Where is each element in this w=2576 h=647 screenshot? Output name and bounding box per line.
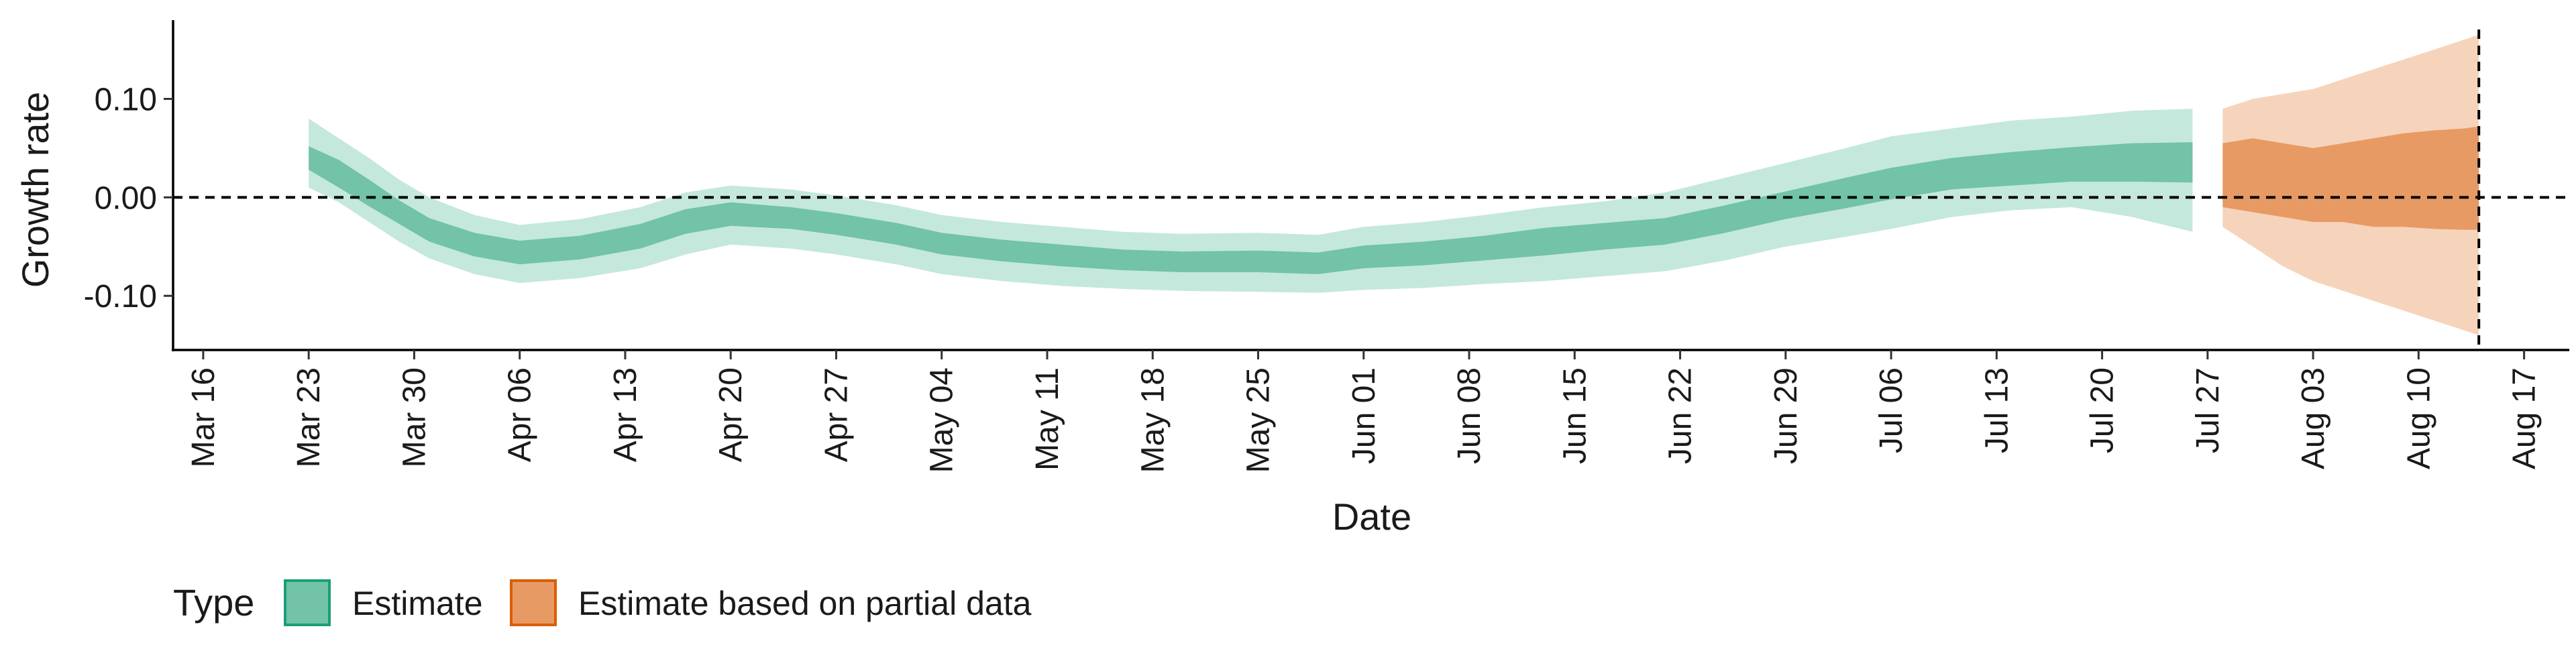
legend: Type Estimate Estimate based on partial d… xyxy=(173,579,1032,626)
y-tick-label: -0.10 xyxy=(84,279,157,314)
y-tick-label: 0.10 xyxy=(95,82,157,117)
x-tick-label: Jun 01 xyxy=(1346,367,1382,464)
series-0-band-90 xyxy=(309,109,2193,293)
series-1-band-50 xyxy=(2222,126,2479,230)
legend-swatch-1 xyxy=(510,579,557,626)
x-tick-label: Aug 03 xyxy=(2296,367,2331,469)
series-0-band-50 xyxy=(309,142,2193,274)
x-tick-label: Aug 17 xyxy=(2507,367,2542,469)
x-tick-label: Jul 27 xyxy=(2190,367,2226,453)
axes xyxy=(172,20,2569,351)
x-tick-label: Apr 13 xyxy=(608,367,643,462)
x-axis-ticks: Mar 16 Mar 23 Mar 30 Apr 06 Apr 13 Apr 20 Apr … xyxy=(186,350,2542,473)
x-tick-label: Jun 29 xyxy=(1768,367,1804,464)
x-tick-label: Apr 20 xyxy=(713,367,749,462)
x-tick-label: Jun 22 xyxy=(1663,367,1699,464)
y-tick-label: 0.00 xyxy=(95,180,157,216)
x-tick-label: Jun 08 xyxy=(1452,367,1487,464)
x-tick-label: Mar 30 xyxy=(396,367,432,467)
y-axis-ticks: -0.10 0.00 0.10 xyxy=(84,82,173,314)
x-tick-label: Jul 20 xyxy=(2085,367,2121,453)
x-tick-label: Jul 06 xyxy=(1874,367,1909,453)
x-tick-label: Aug 10 xyxy=(2401,367,2436,469)
legend-swatch-0 xyxy=(284,579,331,626)
x-tick-label: Apr 27 xyxy=(819,367,855,462)
legend-title: Type xyxy=(173,581,254,624)
x-tick-label: Jul 13 xyxy=(1979,367,2015,453)
x-tick-label: May 18 xyxy=(1135,367,1171,473)
x-tick-label: May 25 xyxy=(1241,367,1277,473)
estimate-bands xyxy=(309,35,2479,335)
y-axis-title: Growth rate xyxy=(14,92,56,288)
x-tick-label: Mar 16 xyxy=(186,367,221,467)
x-tick-label: May 11 xyxy=(1030,367,1065,471)
legend-label-1: Estimate based on partial data xyxy=(578,585,1032,622)
x-tick-label: May 04 xyxy=(924,367,960,473)
x-tick-label: Apr 06 xyxy=(502,367,538,462)
x-axis-title: Date xyxy=(1332,495,1411,538)
reference-lines xyxy=(173,30,2569,350)
legend-label-0: Estimate xyxy=(352,585,483,622)
x-tick-label: Mar 23 xyxy=(291,367,327,467)
x-tick-label: Jun 15 xyxy=(1557,367,1593,464)
